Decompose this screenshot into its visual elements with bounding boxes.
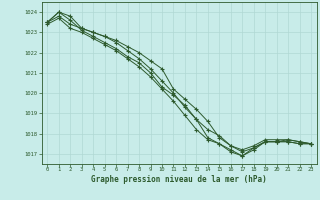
X-axis label: Graphe pression niveau de la mer (hPa): Graphe pression niveau de la mer (hPa): [91, 175, 267, 184]
